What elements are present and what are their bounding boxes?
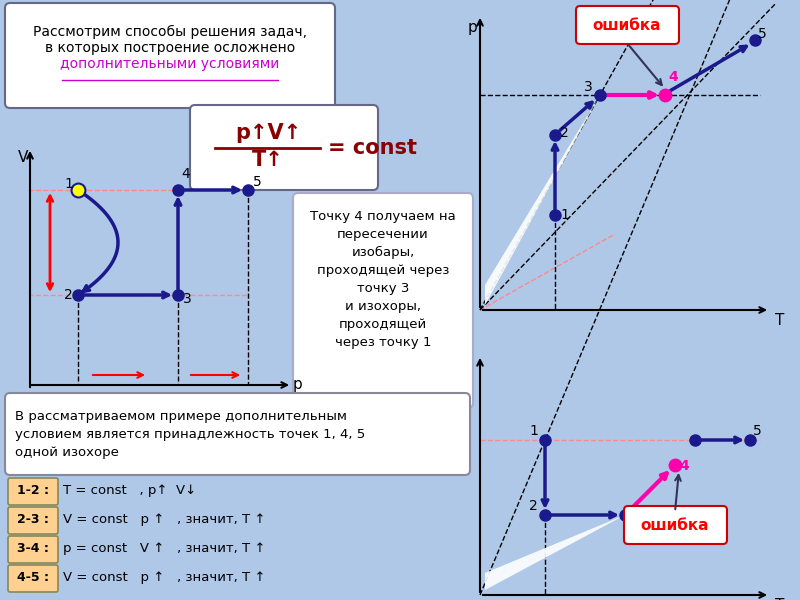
Text: 2: 2 [529,499,538,513]
Text: p = const   V ↑   , значит, T ↑: p = const V ↑ , значит, T ↑ [63,542,266,555]
Text: = const: = const [328,138,417,158]
Polygon shape [485,515,625,590]
Text: 3: 3 [584,80,593,94]
Text: 5: 5 [253,175,262,189]
Text: условием является принадлежность точек 1, 4, 5: условием является принадлежность точек 1… [15,428,366,441]
Polygon shape [485,95,600,305]
Text: В рассматриваемом примере дополнительным: В рассматриваемом примере дополнительным [15,410,347,423]
FancyBboxPatch shape [8,565,58,592]
Text: Рассмотрим способы решения задач,: Рассмотрим способы решения задач, [33,25,307,39]
Text: в которых построение осложнено: в которых построение осложнено [45,41,295,55]
FancyBboxPatch shape [293,193,473,408]
Text: Точку 4 получаем на
пересечении
изобары,
проходящей через
точку 3
и изохоры,
про: Точку 4 получаем на пересечении изобары,… [310,210,456,349]
Text: 1: 1 [560,208,569,222]
Text: 1: 1 [64,177,73,191]
Text: V = const   p ↑   , значит, T ↑: V = const p ↑ , значит, T ↑ [63,571,266,584]
Text: p: p [293,377,302,392]
Text: p: p [468,20,478,35]
Text: ошибка: ошибка [641,518,710,533]
Text: 1-2 :: 1-2 : [17,484,49,497]
FancyBboxPatch shape [5,3,335,108]
Text: 5: 5 [753,424,762,438]
FancyBboxPatch shape [8,536,58,563]
FancyBboxPatch shape [5,393,470,475]
Text: 4: 4 [181,167,190,181]
Text: 5: 5 [758,27,766,41]
FancyBboxPatch shape [190,105,378,190]
Text: 3: 3 [183,292,192,306]
Text: T↑: T↑ [252,150,284,170]
FancyBboxPatch shape [624,506,727,544]
Text: 1: 1 [529,424,538,438]
Text: 4-5 :: 4-5 : [17,571,49,584]
Text: T = const   , p↑  V↓: T = const , p↑ V↓ [63,484,196,497]
Text: 2: 2 [64,288,73,302]
Text: 3: 3 [628,508,637,522]
Text: T: T [775,313,784,328]
FancyBboxPatch shape [8,478,58,505]
Text: V = const   p ↑   , значит, T ↑: V = const p ↑ , значит, T ↑ [63,513,266,526]
Text: T: T [775,598,784,600]
Text: 4: 4 [679,459,689,473]
Text: ошибка: ошибка [593,18,662,33]
FancyBboxPatch shape [8,507,58,534]
Text: дополнительными условиями: дополнительными условиями [60,57,280,71]
Text: 2-3 :: 2-3 : [17,513,49,526]
FancyBboxPatch shape [576,6,679,44]
Text: p↑V↑: p↑V↑ [235,123,301,143]
Text: 2: 2 [560,126,569,140]
Text: 4: 4 [668,70,678,84]
Text: 3-4 :: 3-4 : [17,542,49,555]
Text: V: V [18,150,28,165]
Text: одной изохоре: одной изохоре [15,446,119,459]
